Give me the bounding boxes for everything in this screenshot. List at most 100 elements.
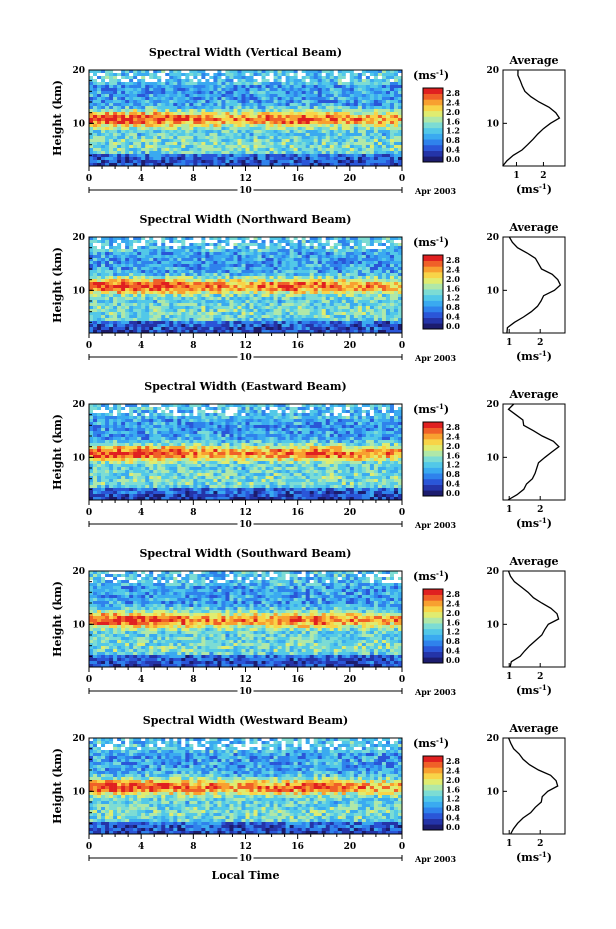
heatmap-cell [353,79,359,83]
heatmap-cell [89,127,94,131]
heatmap-cell [97,264,102,268]
heatmap-cell [377,240,383,244]
heatmap-cell [301,94,306,98]
average-unit-exp: -1 [539,182,547,191]
heatmap-cell [105,127,110,131]
heatmap-cell [205,154,210,158]
heatmap-cell [253,154,258,158]
heatmap-cell [377,297,383,301]
heatmap-cell [337,276,343,280]
heatmap-cell [97,73,102,77]
heatmap-cell [337,163,343,167]
heatmap-cell [193,285,198,289]
heatmap-cell [205,264,210,268]
heatmap-cell [97,127,102,131]
heatmap-cell [89,136,94,140]
heatmap-cell [397,312,403,316]
heatmap-cell [265,273,270,277]
heatmap-cell [241,163,246,167]
heatmap-cell [113,76,118,80]
heatmap-cell [317,300,323,304]
heatmap-cell [281,267,286,271]
heatmap-cell [213,154,218,158]
heatmap-cell [193,124,198,128]
heatmap-cell [373,306,379,310]
heatmap-cell [105,82,110,86]
heatmap-cell [353,252,359,256]
heatmap-cell [329,127,335,131]
heatmap-cell [165,288,170,292]
heatmap-cell [261,76,266,80]
heatmap-cell [117,291,122,295]
heatmap-cell [237,327,242,331]
heatmap-cell [221,252,226,256]
heatmap-cell [265,315,270,319]
heatmap-cell [245,309,250,313]
heatmap-cell [245,109,250,113]
heatmap-cell [193,240,198,244]
heatmap-cell [225,246,230,250]
heatmap-cell [237,124,242,128]
heatmap-cell [389,267,395,271]
heatmap-cell [321,106,327,110]
heatmap-cell [137,315,142,319]
heatmap-cell [285,258,290,262]
heatmap-cell [389,139,395,143]
heatmap-cell [169,91,174,95]
heatmap-cell [341,297,347,301]
heatmap-cell [209,154,214,158]
heatmap-cell [257,133,262,137]
heatmap-cell [149,73,154,77]
heatmap-cell [289,136,294,140]
heatmap-cell [277,79,282,83]
heatmap-cell [89,160,94,164]
heatmap-cell [189,258,194,262]
heatmap-cell [185,294,190,298]
heatmap-cell [301,160,306,164]
heatmap-cell [209,79,214,83]
heatmap-cell [133,88,138,92]
heatmap-cell [393,73,399,77]
heatmap-cell [209,106,214,110]
heatmap-cell [109,321,114,325]
heatmap-cell [321,279,327,283]
heatmap-cell [101,291,106,295]
heatmap-cell [357,246,363,250]
heatmap-cell [309,79,315,83]
heatmap-cell [109,121,114,125]
heatmap-cell [317,324,323,328]
heatmap-cell [117,285,122,289]
heatmap-cell [313,115,319,119]
heatmap-cell [117,273,122,277]
heatmap-cell [193,85,198,89]
heatmap-cell [149,124,154,128]
heatmap-cell [129,82,134,86]
heatmap-cell [277,288,282,292]
heatmap-cell [293,151,298,155]
heatmap-cell [157,73,162,77]
heatmap-cell [225,243,230,247]
heatmap-cell [309,318,315,322]
heatmap-cell [133,315,138,319]
heatmap-cell [109,82,114,86]
heatmap-cell [321,240,327,244]
heatmap-cell [265,145,270,149]
heatmap-cell [369,109,375,113]
heatmap-cell [389,130,395,134]
heatmap-cell [217,300,222,304]
heatmap-cell [297,321,302,325]
heatmap-cell [213,139,218,143]
heatmap-cell [333,243,339,247]
heatmap-cell [297,297,302,301]
heatmap-cell [317,243,323,247]
heatmap-cell [377,300,383,304]
heatmap-cell [201,282,206,286]
heatmap-cell [325,151,331,155]
heatmap-cell [261,258,266,262]
heatmap-cell [277,133,282,137]
heatmap-cell [269,73,274,77]
heatmap-cell [101,94,106,98]
heatmap-cell [141,157,146,161]
heatmap-cell [301,124,306,128]
heatmap-cell [301,142,306,146]
